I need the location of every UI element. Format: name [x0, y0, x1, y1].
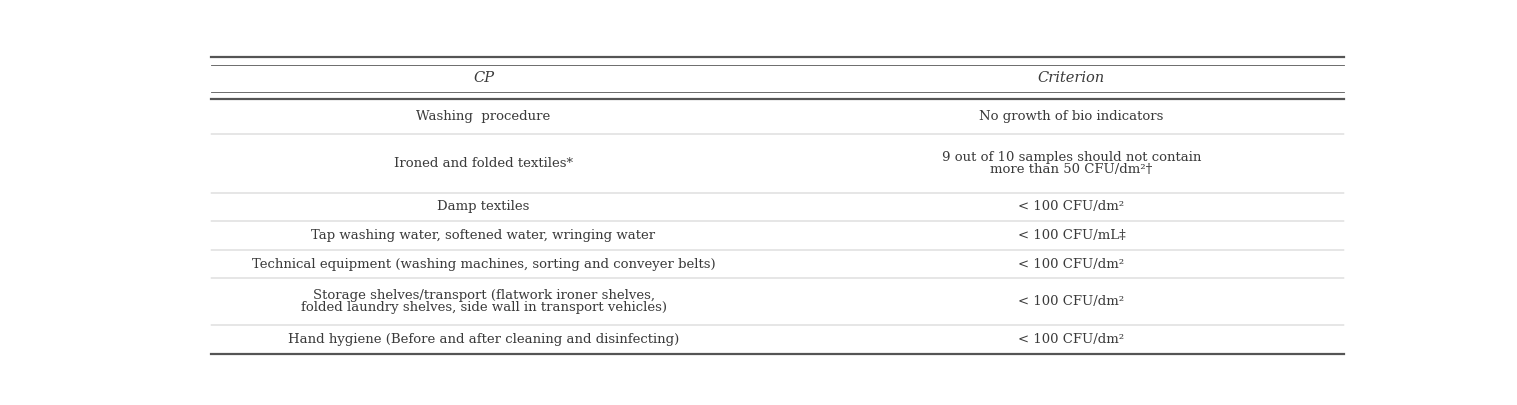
Text: No growth of bio indicators: No growth of bio indicators — [978, 110, 1164, 123]
Text: CP: CP — [473, 71, 495, 85]
Text: folded laundry shelves, side wall in transport vehicles): folded laundry shelves, side wall in tra… — [300, 301, 666, 314]
Text: Washing  procedure: Washing procedure — [417, 110, 551, 123]
Text: < 100 CFU/mL‡: < 100 CFU/mL‡ — [1018, 229, 1126, 242]
Text: < 100 CFU/dm²: < 100 CFU/dm² — [1018, 295, 1124, 308]
Text: Tap washing water, softened water, wringing water: Tap washing water, softened water, wring… — [311, 229, 655, 242]
Text: Damp textiles: Damp textiles — [437, 200, 529, 213]
Text: Technical equipment (washing machines, sorting and conveyer belts): Technical equipment (washing machines, s… — [252, 258, 716, 271]
Text: 9 out of 10 samples should not contain: 9 out of 10 samples should not contain — [942, 151, 1201, 164]
Text: < 100 CFU/dm²: < 100 CFU/dm² — [1018, 258, 1124, 271]
Text: Hand hygiene (Before and after cleaning and disinfecting): Hand hygiene (Before and after cleaning … — [288, 333, 680, 346]
Text: Criterion: Criterion — [1038, 71, 1104, 85]
Text: < 100 CFU/dm²: < 100 CFU/dm² — [1018, 333, 1124, 346]
Text: Storage shelves/transport (flatwork ironer shelves,: Storage shelves/transport (flatwork iron… — [313, 289, 654, 302]
Text: more than 50 CFU/dm²†: more than 50 CFU/dm²† — [991, 163, 1153, 176]
Text: < 100 CFU/dm²: < 100 CFU/dm² — [1018, 200, 1124, 213]
Text: Ironed and folded textiles*: Ironed and folded textiles* — [394, 157, 573, 170]
